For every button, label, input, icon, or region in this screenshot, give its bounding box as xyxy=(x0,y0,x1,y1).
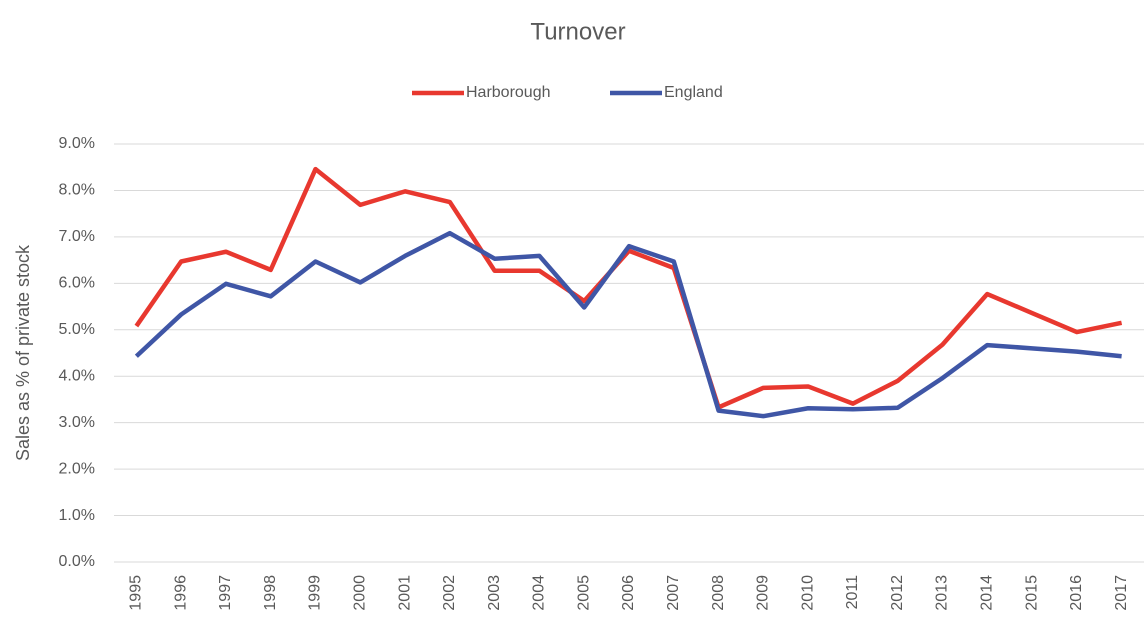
y-tick-label: 9.0% xyxy=(59,135,95,152)
x-tick-label: 2008 xyxy=(710,575,727,611)
y-tick-label: 7.0% xyxy=(59,228,95,245)
x-tick-label: 1995 xyxy=(128,575,145,611)
chart-title: Turnover xyxy=(530,18,625,45)
x-tick-label: 2013 xyxy=(934,575,951,611)
x-tick-label: 2007 xyxy=(665,575,682,611)
y-tick-label: 1.0% xyxy=(59,507,95,524)
series-line xyxy=(134,230,1122,419)
x-tick-label: 2001 xyxy=(396,575,413,611)
y-tick-label: 2.0% xyxy=(59,460,95,477)
x-tick-label: 2006 xyxy=(620,575,637,611)
x-tick-label: 2017 xyxy=(1113,575,1130,611)
x-tick-label: 2009 xyxy=(755,575,772,611)
legend-label: England xyxy=(664,84,723,101)
y-axis-title: Sales as % of private stock xyxy=(13,244,33,461)
x-tick-label: 1997 xyxy=(217,575,234,611)
y-tick-label: 5.0% xyxy=(59,321,95,338)
series-line xyxy=(134,166,1123,410)
y-tick-label: 3.0% xyxy=(59,414,95,431)
x-tick-label: 2004 xyxy=(531,575,548,611)
y-tick-label: 6.0% xyxy=(59,275,95,292)
x-tick-label: 2012 xyxy=(889,575,906,611)
x-tick-label: 2003 xyxy=(486,575,503,611)
x-tick-label: 2005 xyxy=(575,575,592,611)
legend-label: Harborough xyxy=(466,84,551,101)
x-tick-label: 2002 xyxy=(441,575,458,611)
x-tick-label: 2000 xyxy=(352,575,369,611)
y-tick-label: 0.0% xyxy=(59,553,95,570)
x-tick-label: 2015 xyxy=(1023,575,1040,611)
y-tick-label: 8.0% xyxy=(59,182,95,199)
x-tick-label: 2014 xyxy=(978,575,995,611)
x-tick-label: 2010 xyxy=(799,575,816,611)
x-tick-label: 1996 xyxy=(172,575,189,611)
y-tick-label: 4.0% xyxy=(59,367,95,384)
x-tick-label: 1998 xyxy=(262,575,279,611)
x-tick-label: 2011 xyxy=(844,575,861,610)
x-tick-label: 2016 xyxy=(1068,575,1085,611)
x-tick-label: 1999 xyxy=(307,575,324,611)
